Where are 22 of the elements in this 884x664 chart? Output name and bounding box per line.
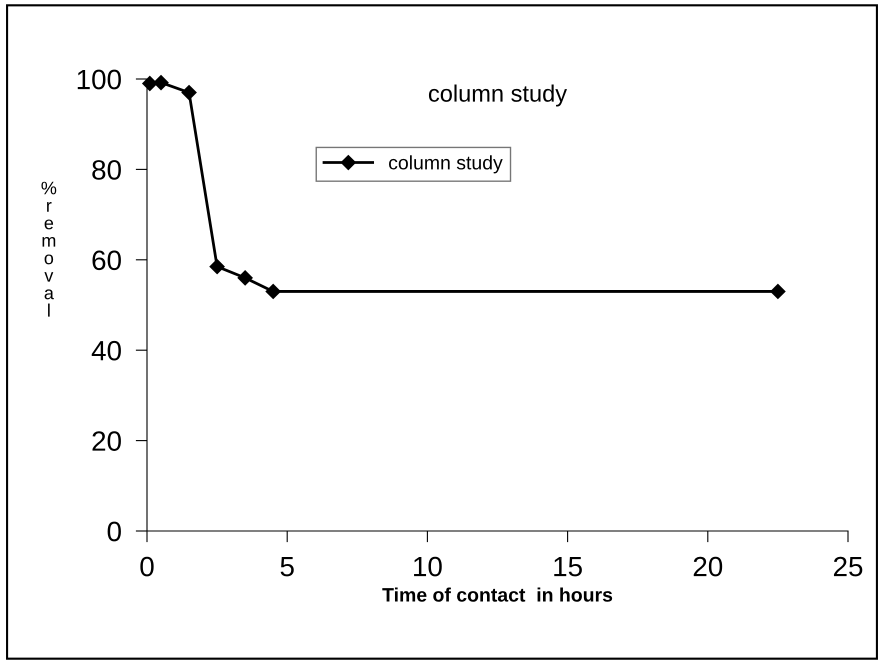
- y-tick-label: 60: [92, 250, 121, 270]
- y-tick-label: 0: [108, 522, 121, 542]
- point: [770, 284, 786, 300]
- point: [266, 284, 281, 300]
- x-axis-title: Time of contact in hours: [382, 587, 612, 602]
- point: [210, 259, 225, 274]
- point: [181, 84, 197, 100]
- x-tick-label: 10: [414, 556, 442, 576]
- x-tick-label: 5: [280, 557, 294, 576]
- point: [153, 75, 169, 90]
- y-axis-title: % removal: [41, 182, 56, 317]
- x-tick-label: 0: [140, 556, 154, 576]
- y-tick-label: 40: [92, 340, 121, 361]
- x-tick-label: 20: [694, 556, 722, 576]
- point: [238, 270, 253, 286]
- x-tick-label: 15: [554, 557, 582, 576]
- legend-label: column study: [389, 155, 503, 174]
- y-tick-label: 20: [92, 431, 121, 451]
- x-tick-label: 25: [834, 556, 862, 576]
- y-tick-label: 80: [92, 160, 121, 180]
- chart-title: column study: [428, 84, 568, 106]
- y-tick-label: 100: [78, 70, 121, 90]
